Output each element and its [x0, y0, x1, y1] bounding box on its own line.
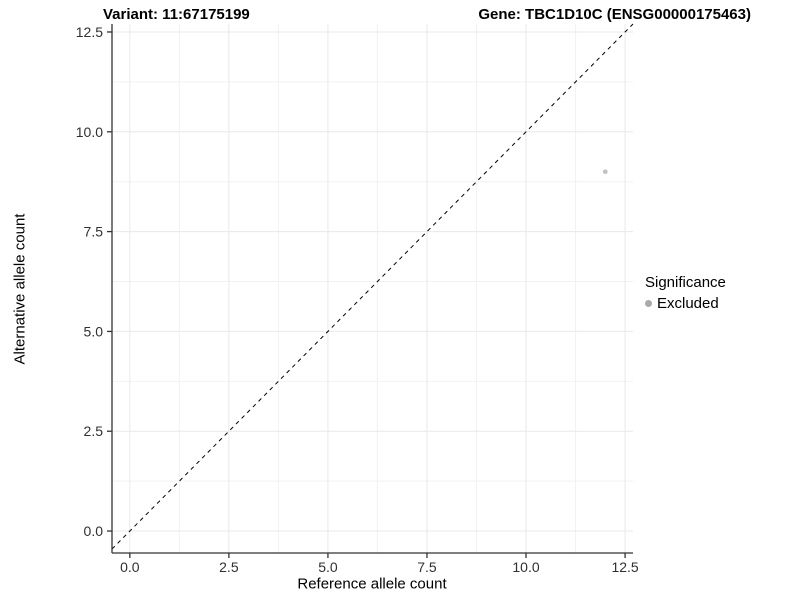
x-tick-label: 7.5: [417, 559, 437, 575]
plot-title-row: Variant: 11:67175199 Gene: TBC1D10C (ENS…: [103, 6, 751, 23]
identity-line: [111, 23, 634, 550]
x-tick-label: 12.5: [611, 559, 638, 575]
x-tick-label: 2.5: [219, 559, 239, 575]
data-point: [602, 169, 608, 175]
y-tick-label: 0.0: [84, 523, 104, 539]
y-tick-label: 2.5: [84, 423, 104, 439]
x-tick-label: 0.0: [120, 559, 140, 575]
y-tick-label: 7.5: [84, 224, 104, 240]
plot-title-gene: Gene: TBC1D10C (ENSG00000175463): [478, 6, 751, 23]
legend-item-label: Excluded: [657, 295, 719, 312]
legend: Significance Excluded: [645, 272, 726, 314]
y-tick-label: 10.0: [76, 124, 103, 140]
legend-point-icon: [645, 300, 652, 307]
y-axis-title: Alternative allele count: [11, 213, 29, 365]
x-tick-label: 10.0: [512, 559, 539, 575]
x-axis-title: Reference allele count: [297, 575, 447, 593]
legend-title: Significance: [645, 274, 726, 291]
x-tick-label: 5.0: [318, 559, 338, 575]
y-tick-label: 5.0: [84, 323, 104, 339]
y-tick-label: 12.5: [76, 24, 103, 40]
legend-item-excluded: Excluded: [645, 293, 726, 314]
plot-title-variant: Variant: 11:67175199: [103, 6, 250, 23]
